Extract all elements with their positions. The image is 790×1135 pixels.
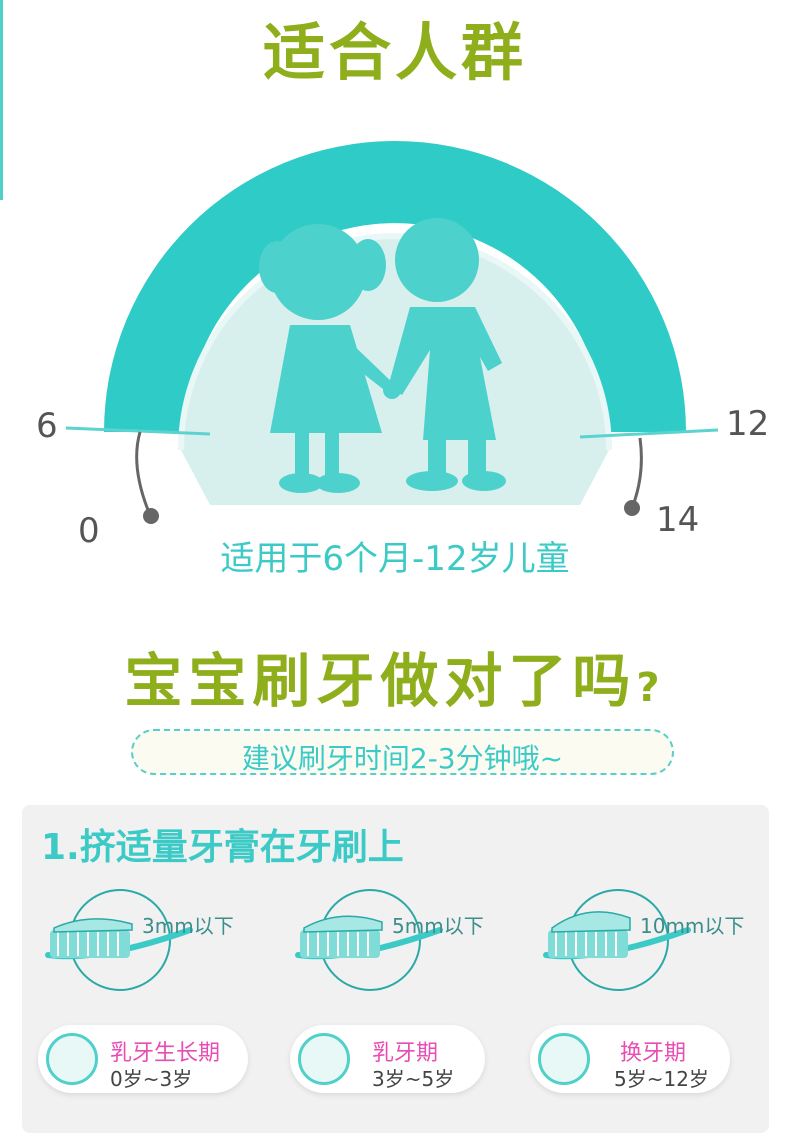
- toothpaste-amount-1: 3mm以下: [142, 914, 234, 938]
- suitable-age-text: 适用于6个月-12岁儿童: [220, 539, 570, 579]
- baby-icon: [298, 1033, 350, 1085]
- tick-right: [579, 428, 719, 439]
- toothpaste-amount-3: 10mm以下: [640, 914, 745, 938]
- age-range-2: 3岁~5岁: [372, 1067, 455, 1091]
- child-face-icon: [538, 1033, 590, 1085]
- gauge-arc: [104, 141, 686, 432]
- section-title-brushing-text: 宝宝刷牙做对了吗: [124, 647, 637, 715]
- section-title-suitable-audience: 适合人群: [262, 16, 527, 89]
- age-gauge: [65, 141, 719, 524]
- age-stage-1: 乳牙生长期: [110, 1041, 221, 1066]
- tick-left: [65, 426, 211, 436]
- section-title-brushing: 宝宝刷牙做对了吗?: [0, 634, 790, 718]
- tip-banner: [131, 729, 674, 775]
- gauge-label-6: 6: [36, 406, 58, 446]
- needle-left: [135, 431, 152, 516]
- gauge-label-0: 0: [78, 511, 100, 551]
- gauge-label-12: 12: [726, 404, 770, 444]
- children-silhouette-icon: [259, 218, 506, 493]
- tip-text: 建议刷牙时间2-3分钟哦~: [241, 742, 564, 775]
- section-title-question-mark: ?: [636, 665, 666, 711]
- needle-right: [630, 437, 643, 509]
- baby-icon: [46, 1033, 98, 1085]
- toothpaste-amount-2: 5mm以下: [392, 914, 484, 938]
- age-range-3: 5岁~12岁: [614, 1067, 709, 1091]
- age-range-1: 0岁~3岁: [110, 1067, 193, 1091]
- age-stage-3: 换牙期: [620, 1041, 687, 1066]
- age-stage-2: 乳牙期: [372, 1041, 439, 1066]
- edge-accent-line: [0, 0, 3, 200]
- step1-title: 1.挤适量牙膏在牙刷上: [41, 827, 404, 868]
- gauge-label-14: 14: [656, 500, 700, 540]
- toothbrush-icon-2: [295, 889, 443, 991]
- toothbrush-icon-3: [543, 889, 691, 991]
- toothbrush-icon-1: [45, 889, 193, 991]
